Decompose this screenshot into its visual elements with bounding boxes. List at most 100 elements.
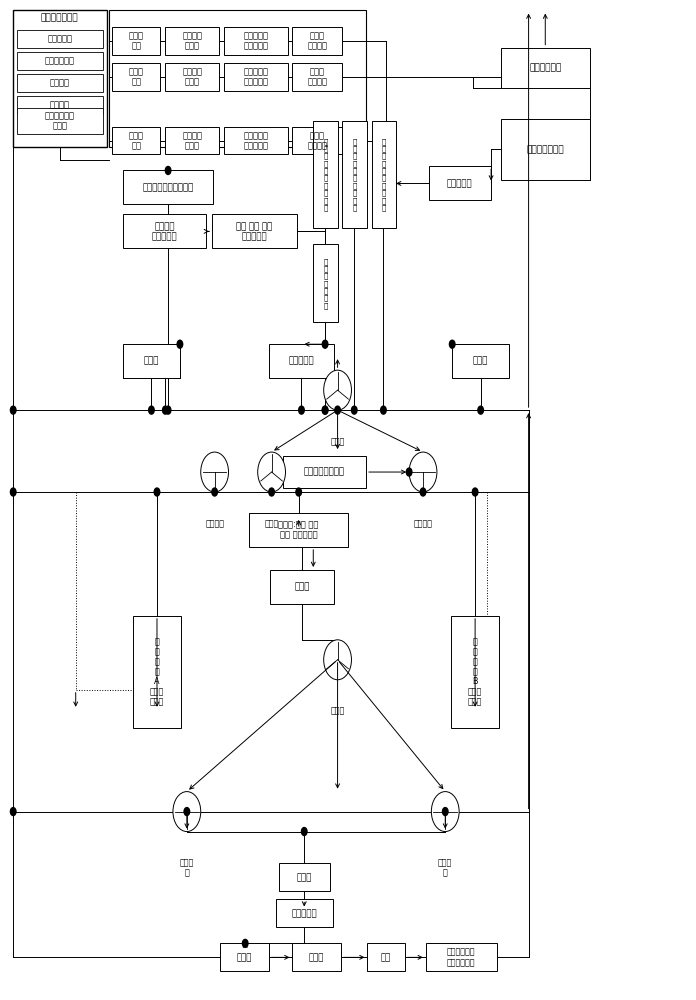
Text: 三通阀: 三通阀 — [331, 707, 345, 716]
Text: 前置信号
放大器: 前置信号 放大器 — [182, 67, 203, 86]
Text: 三通阀: 三通阀 — [331, 437, 345, 446]
Bar — [452, 344, 509, 378]
Text: 过滤器: 过滤器 — [294, 582, 310, 591]
Circle shape — [177, 340, 182, 348]
Circle shape — [409, 452, 437, 492]
Bar — [109, 10, 366, 147]
Bar — [212, 214, 296, 248]
Circle shape — [473, 488, 478, 496]
Bar — [112, 63, 161, 91]
Circle shape — [166, 406, 171, 414]
Bar — [313, 121, 338, 228]
Bar — [426, 943, 497, 971]
Text: 过滤后:温度 气压
湿度 流量传感器: 过滤后:温度 气压 湿度 流量传感器 — [278, 520, 319, 539]
Circle shape — [322, 340, 328, 348]
Text: 循环冲洗泵: 循环冲洗泵 — [292, 909, 317, 918]
Circle shape — [301, 828, 307, 836]
Circle shape — [269, 488, 274, 496]
Bar — [123, 214, 206, 248]
Text: 放气阀: 放气阀 — [473, 357, 489, 366]
Circle shape — [322, 406, 328, 414]
Bar — [501, 119, 590, 180]
Bar — [276, 899, 333, 927]
Text: 液泵: 液泵 — [381, 953, 391, 962]
Bar — [292, 127, 342, 154]
Circle shape — [10, 406, 16, 414]
Text: 卜型三通: 卜型三通 — [205, 519, 224, 528]
Bar — [112, 27, 161, 55]
Text: 锁相放
大器: 锁相放 大器 — [129, 31, 143, 50]
Circle shape — [299, 406, 304, 414]
Text: 红外窄
带滤波片: 红外窄 带滤波片 — [308, 31, 327, 50]
Bar — [249, 513, 348, 547]
Text: 热释电红外
光电检测器: 热释电红外 光电检测器 — [244, 67, 269, 86]
Text: 前置信号
放大器: 前置信号 放大器 — [182, 31, 203, 50]
Text: 锁相放
大器: 锁相放 大器 — [129, 67, 143, 86]
Text: 高精度数据采
集模块: 高精度数据采 集模块 — [45, 111, 75, 130]
Bar — [429, 166, 491, 200]
Circle shape — [10, 808, 16, 816]
Circle shape — [335, 406, 340, 414]
Circle shape — [443, 808, 448, 816]
Circle shape — [324, 640, 351, 680]
Bar — [292, 63, 342, 91]
Circle shape — [155, 488, 160, 496]
Text: 微型计算机主机: 微型计算机主机 — [41, 13, 79, 22]
Text: 锁相放
大器: 锁相放 大器 — [129, 131, 143, 150]
Circle shape — [324, 370, 351, 410]
Bar — [278, 863, 330, 891]
Bar — [372, 121, 396, 228]
Text: 缓冲池: 缓冲池 — [237, 953, 252, 962]
Circle shape — [381, 406, 386, 414]
Bar — [283, 456, 366, 488]
Text: 三通阀: 三通阀 — [309, 953, 324, 962]
Text: 气液分离罐: 气液分离罐 — [289, 357, 315, 366]
Text: 电源模块: 电源模块 — [50, 78, 70, 87]
Circle shape — [10, 488, 16, 496]
Text: 卜型三通: 卜型三通 — [413, 519, 432, 528]
Bar — [224, 27, 288, 55]
Circle shape — [351, 406, 357, 414]
Text: 有机溶剂过滤
及吸水处理罐: 有机溶剂过滤 及吸水处理罐 — [447, 948, 475, 967]
Bar — [17, 30, 104, 48]
Text: 铜
丝
滤
筒
A
超声波
发生器: 铜 丝 滤 筒 A 超声波 发生器 — [150, 637, 164, 706]
Circle shape — [258, 452, 285, 492]
Bar — [17, 108, 104, 134]
Text: 可调制非分散红外光源: 可调制非分散红外光源 — [143, 183, 193, 192]
Bar — [123, 170, 213, 204]
Circle shape — [406, 468, 412, 476]
Text: 热释电红外
光电检测器: 热释电红外 光电检测器 — [244, 131, 269, 150]
Bar — [17, 52, 104, 70]
Bar — [13, 10, 107, 147]
Circle shape — [420, 488, 426, 496]
Bar — [17, 96, 104, 114]
Circle shape — [296, 488, 301, 496]
Bar — [342, 121, 367, 228]
Text: 无线通信模块: 无线通信模块 — [45, 56, 75, 65]
Text: 卜型三
通: 卜型三 通 — [438, 859, 452, 877]
Bar — [123, 344, 180, 378]
Text: 薄壁等速
采样进气口: 薄壁等速 采样进气口 — [152, 222, 177, 241]
Circle shape — [166, 166, 171, 174]
Text: 精密加料泵: 精密加料泵 — [447, 179, 473, 188]
Circle shape — [322, 406, 328, 414]
Text: 散热风扇: 散热风扇 — [50, 100, 70, 109]
Text: 可控变速采样气泵: 可控变速采样气泵 — [304, 468, 345, 477]
Text: 准
直
镜
准
直
光
束
采
样
管: 准 直 镜 准 直 光 束 采 样 管 — [323, 138, 328, 211]
Circle shape — [212, 488, 217, 496]
Text: 温度 湿度 气压
流量传感器: 温度 湿度 气压 流量传感器 — [236, 222, 272, 241]
Circle shape — [184, 808, 189, 816]
Text: 触模显示屏: 触模显示屏 — [47, 34, 72, 43]
Bar — [220, 943, 269, 971]
Bar — [292, 943, 341, 971]
Text: 卜型三
通: 卜型三 通 — [180, 859, 194, 877]
Bar — [166, 27, 219, 55]
Circle shape — [173, 792, 200, 832]
Bar — [451, 616, 500, 728]
Bar — [269, 344, 334, 378]
Bar — [270, 570, 334, 604]
Bar — [166, 127, 219, 154]
Bar — [224, 127, 288, 154]
Bar — [166, 63, 219, 91]
Text: 有机溶剂储存罐: 有机溶剂储存罐 — [526, 145, 564, 154]
